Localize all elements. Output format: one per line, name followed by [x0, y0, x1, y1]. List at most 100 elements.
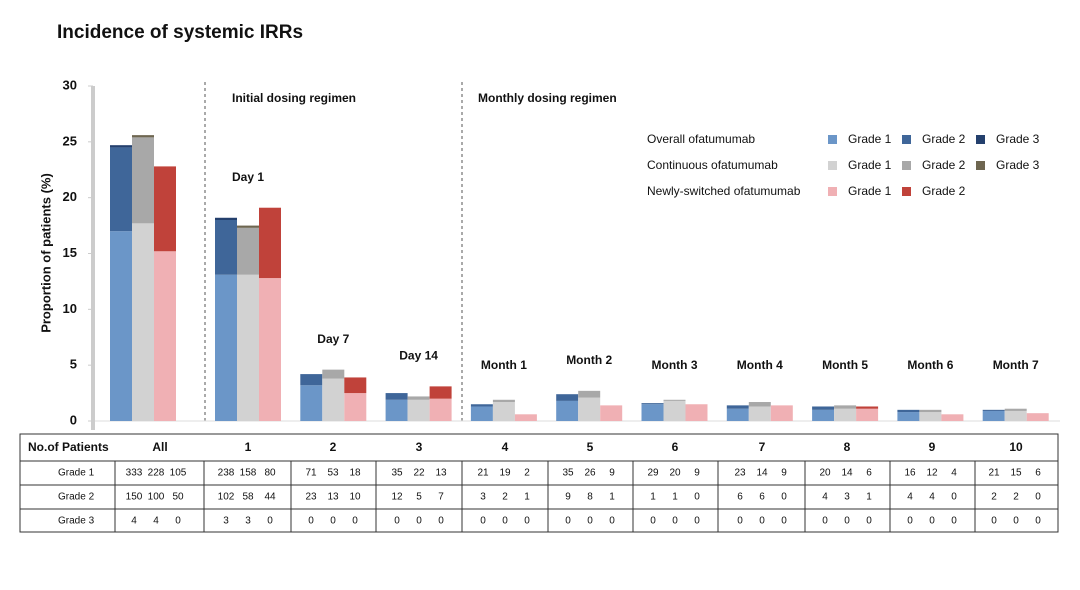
- table-cell: 238: [218, 468, 235, 479]
- bar-segment: [641, 404, 664, 421]
- table-cell: 0: [650, 516, 656, 527]
- category-label: Day 1: [232, 170, 264, 184]
- y-tick-label: 5: [70, 357, 77, 372]
- table-cell: 0: [175, 516, 181, 527]
- table-cell: 0: [929, 516, 935, 527]
- bar-segment: [726, 405, 749, 409]
- table-header: 2: [330, 440, 337, 454]
- table-header: 9: [929, 440, 936, 454]
- table-cell: 0: [416, 516, 422, 527]
- table-header: 5: [587, 440, 594, 454]
- table-cell: 15: [1010, 468, 1022, 479]
- category-label: Day 7: [317, 332, 349, 346]
- table-cell: 4: [131, 516, 137, 527]
- category-label: Month 1: [481, 358, 527, 372]
- table-cell: 22: [413, 468, 425, 479]
- table-cell: 0: [844, 516, 850, 527]
- bar-segment: [641, 403, 664, 405]
- bar-segment: [407, 396, 430, 400]
- legend-label: Grade 1: [848, 132, 892, 146]
- table-cell: 2: [1013, 492, 1019, 503]
- legend-swatch: [976, 135, 985, 144]
- bar-segment: [1004, 408, 1027, 411]
- bar-segment: [770, 405, 793, 421]
- bar-segment: [300, 385, 323, 421]
- legend-swatch: [976, 161, 985, 170]
- table-cell: 1: [672, 492, 678, 503]
- category-label: Month 5: [822, 358, 868, 372]
- table-cell: 0: [1035, 492, 1041, 503]
- table-cell: 3: [223, 516, 229, 527]
- table-cell: 16: [904, 468, 916, 479]
- bar-segment: [344, 377, 367, 394]
- bar-segment: [556, 400, 579, 421]
- bar-segment: [556, 394, 579, 401]
- table-cell: 35: [562, 468, 574, 479]
- table-cell: 0: [438, 516, 444, 527]
- bar-segment: [941, 414, 964, 421]
- table-cell: 0: [672, 516, 678, 527]
- bar-segment: [982, 409, 1005, 411]
- table-cell: 19: [499, 468, 511, 479]
- bar-segment: [856, 406, 879, 409]
- table-cell: 80: [264, 468, 276, 479]
- legend-group: Overall ofatumumab: [647, 132, 755, 146]
- row-label: Grade 3: [58, 516, 95, 527]
- table-cell: 0: [822, 516, 828, 527]
- table-cell: 105: [170, 468, 187, 479]
- table-cell: 0: [524, 516, 530, 527]
- bar-segment: [919, 409, 942, 413]
- bar-segment: [407, 399, 430, 421]
- bar-segment: [259, 278, 281, 421]
- bar-segment: [237, 274, 259, 421]
- table-cell: 50: [172, 492, 184, 503]
- table-cell: 0: [502, 516, 508, 527]
- chart-title: Incidence of systemic IRRs: [57, 22, 303, 43]
- table-header: 8: [844, 440, 851, 454]
- table-cell: 100: [148, 492, 165, 503]
- bar-segment: [215, 217, 237, 220]
- table-cell: 0: [694, 492, 700, 503]
- bar-segment: [856, 408, 879, 421]
- bar-segment: [110, 147, 132, 232]
- table-cell: 13: [435, 468, 447, 479]
- table-cell: 23: [734, 468, 746, 479]
- table-header: 6: [672, 440, 679, 454]
- legend-group: Continuous ofatumumab: [647, 158, 778, 172]
- table-header: 1: [245, 440, 252, 454]
- bar-segment: [600, 405, 623, 421]
- table-cell: 9: [609, 468, 615, 479]
- table-cell: 0: [394, 516, 400, 527]
- table-cell: 0: [781, 492, 787, 503]
- table-cell: 71: [305, 468, 317, 479]
- table-cell: 4: [929, 492, 935, 503]
- bar-segment: [300, 374, 323, 386]
- table-cell: 0: [308, 516, 314, 527]
- table-cell: 8: [587, 492, 593, 503]
- table-cell: 0: [587, 516, 593, 527]
- table-cell: 333: [126, 468, 143, 479]
- table-cell: 4: [822, 492, 828, 503]
- bar-segment: [429, 398, 452, 421]
- bar-segment: [385, 393, 408, 400]
- table-cell: 0: [866, 516, 872, 527]
- y-tick-label: 25: [63, 133, 77, 148]
- legend-label: Grade 3: [996, 132, 1040, 146]
- table-cell: 228: [148, 468, 165, 479]
- table-cell: 0: [991, 516, 997, 527]
- table-cell: 0: [951, 516, 957, 527]
- bar-segment: [685, 404, 708, 421]
- table-cell: 0: [737, 516, 743, 527]
- y-tick-label: 30: [63, 77, 77, 92]
- bar-segment: [132, 223, 154, 421]
- table-header: All: [152, 440, 167, 454]
- bar-segment: [154, 166, 176, 252]
- row-label: Grade 1: [58, 468, 95, 479]
- table-cell: 0: [694, 516, 700, 527]
- table-cell: 0: [1035, 516, 1041, 527]
- bar-segment: [132, 135, 154, 138]
- table-cell: 29: [647, 468, 659, 479]
- bar-segment: [726, 408, 749, 421]
- table-header: 7: [759, 440, 766, 454]
- table-cell: 1: [650, 492, 656, 503]
